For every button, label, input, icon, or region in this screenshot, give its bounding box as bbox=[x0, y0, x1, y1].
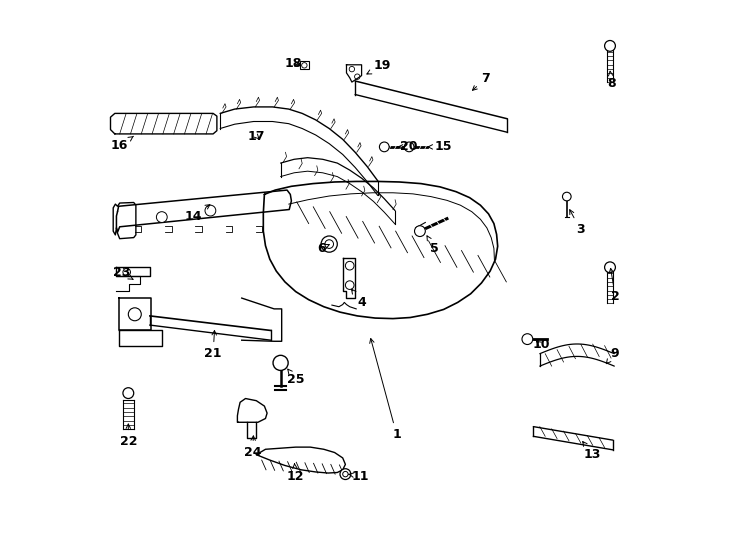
Circle shape bbox=[205, 205, 216, 216]
Text: 16: 16 bbox=[111, 136, 134, 152]
Circle shape bbox=[605, 262, 615, 273]
Text: 4: 4 bbox=[352, 289, 366, 309]
Text: 19: 19 bbox=[367, 59, 390, 74]
Circle shape bbox=[321, 236, 338, 252]
Circle shape bbox=[346, 281, 354, 289]
Circle shape bbox=[123, 268, 131, 276]
Circle shape bbox=[379, 142, 389, 152]
Text: 5: 5 bbox=[427, 236, 439, 255]
Circle shape bbox=[522, 334, 533, 345]
Text: 8: 8 bbox=[607, 71, 616, 90]
Circle shape bbox=[415, 226, 425, 237]
Circle shape bbox=[343, 471, 348, 477]
Text: 3: 3 bbox=[570, 210, 584, 236]
Text: 2: 2 bbox=[609, 268, 619, 303]
Text: 18: 18 bbox=[284, 57, 302, 70]
Text: 24: 24 bbox=[244, 436, 261, 459]
Text: 1: 1 bbox=[370, 339, 401, 441]
Text: 22: 22 bbox=[120, 424, 137, 448]
Text: 14: 14 bbox=[184, 205, 210, 222]
Circle shape bbox=[123, 388, 134, 399]
Text: 11: 11 bbox=[349, 470, 369, 483]
Text: 6: 6 bbox=[317, 242, 330, 255]
Circle shape bbox=[404, 142, 414, 152]
Text: 9: 9 bbox=[606, 347, 619, 363]
Circle shape bbox=[562, 192, 571, 201]
Circle shape bbox=[128, 308, 141, 321]
Bar bbox=[299, 61, 309, 69]
Circle shape bbox=[325, 240, 333, 248]
Circle shape bbox=[340, 469, 351, 480]
Text: 17: 17 bbox=[247, 130, 265, 143]
Text: 20: 20 bbox=[398, 140, 418, 153]
Circle shape bbox=[273, 355, 288, 370]
Text: 7: 7 bbox=[473, 72, 490, 90]
Text: 10: 10 bbox=[532, 338, 550, 351]
Text: 15: 15 bbox=[428, 140, 452, 153]
Text: 23: 23 bbox=[112, 266, 133, 279]
Circle shape bbox=[605, 40, 615, 51]
Text: 13: 13 bbox=[583, 442, 601, 461]
Text: 12: 12 bbox=[287, 464, 305, 483]
Circle shape bbox=[156, 212, 167, 222]
Text: 25: 25 bbox=[287, 369, 305, 386]
Text: 21: 21 bbox=[204, 330, 222, 360]
Circle shape bbox=[346, 261, 354, 270]
